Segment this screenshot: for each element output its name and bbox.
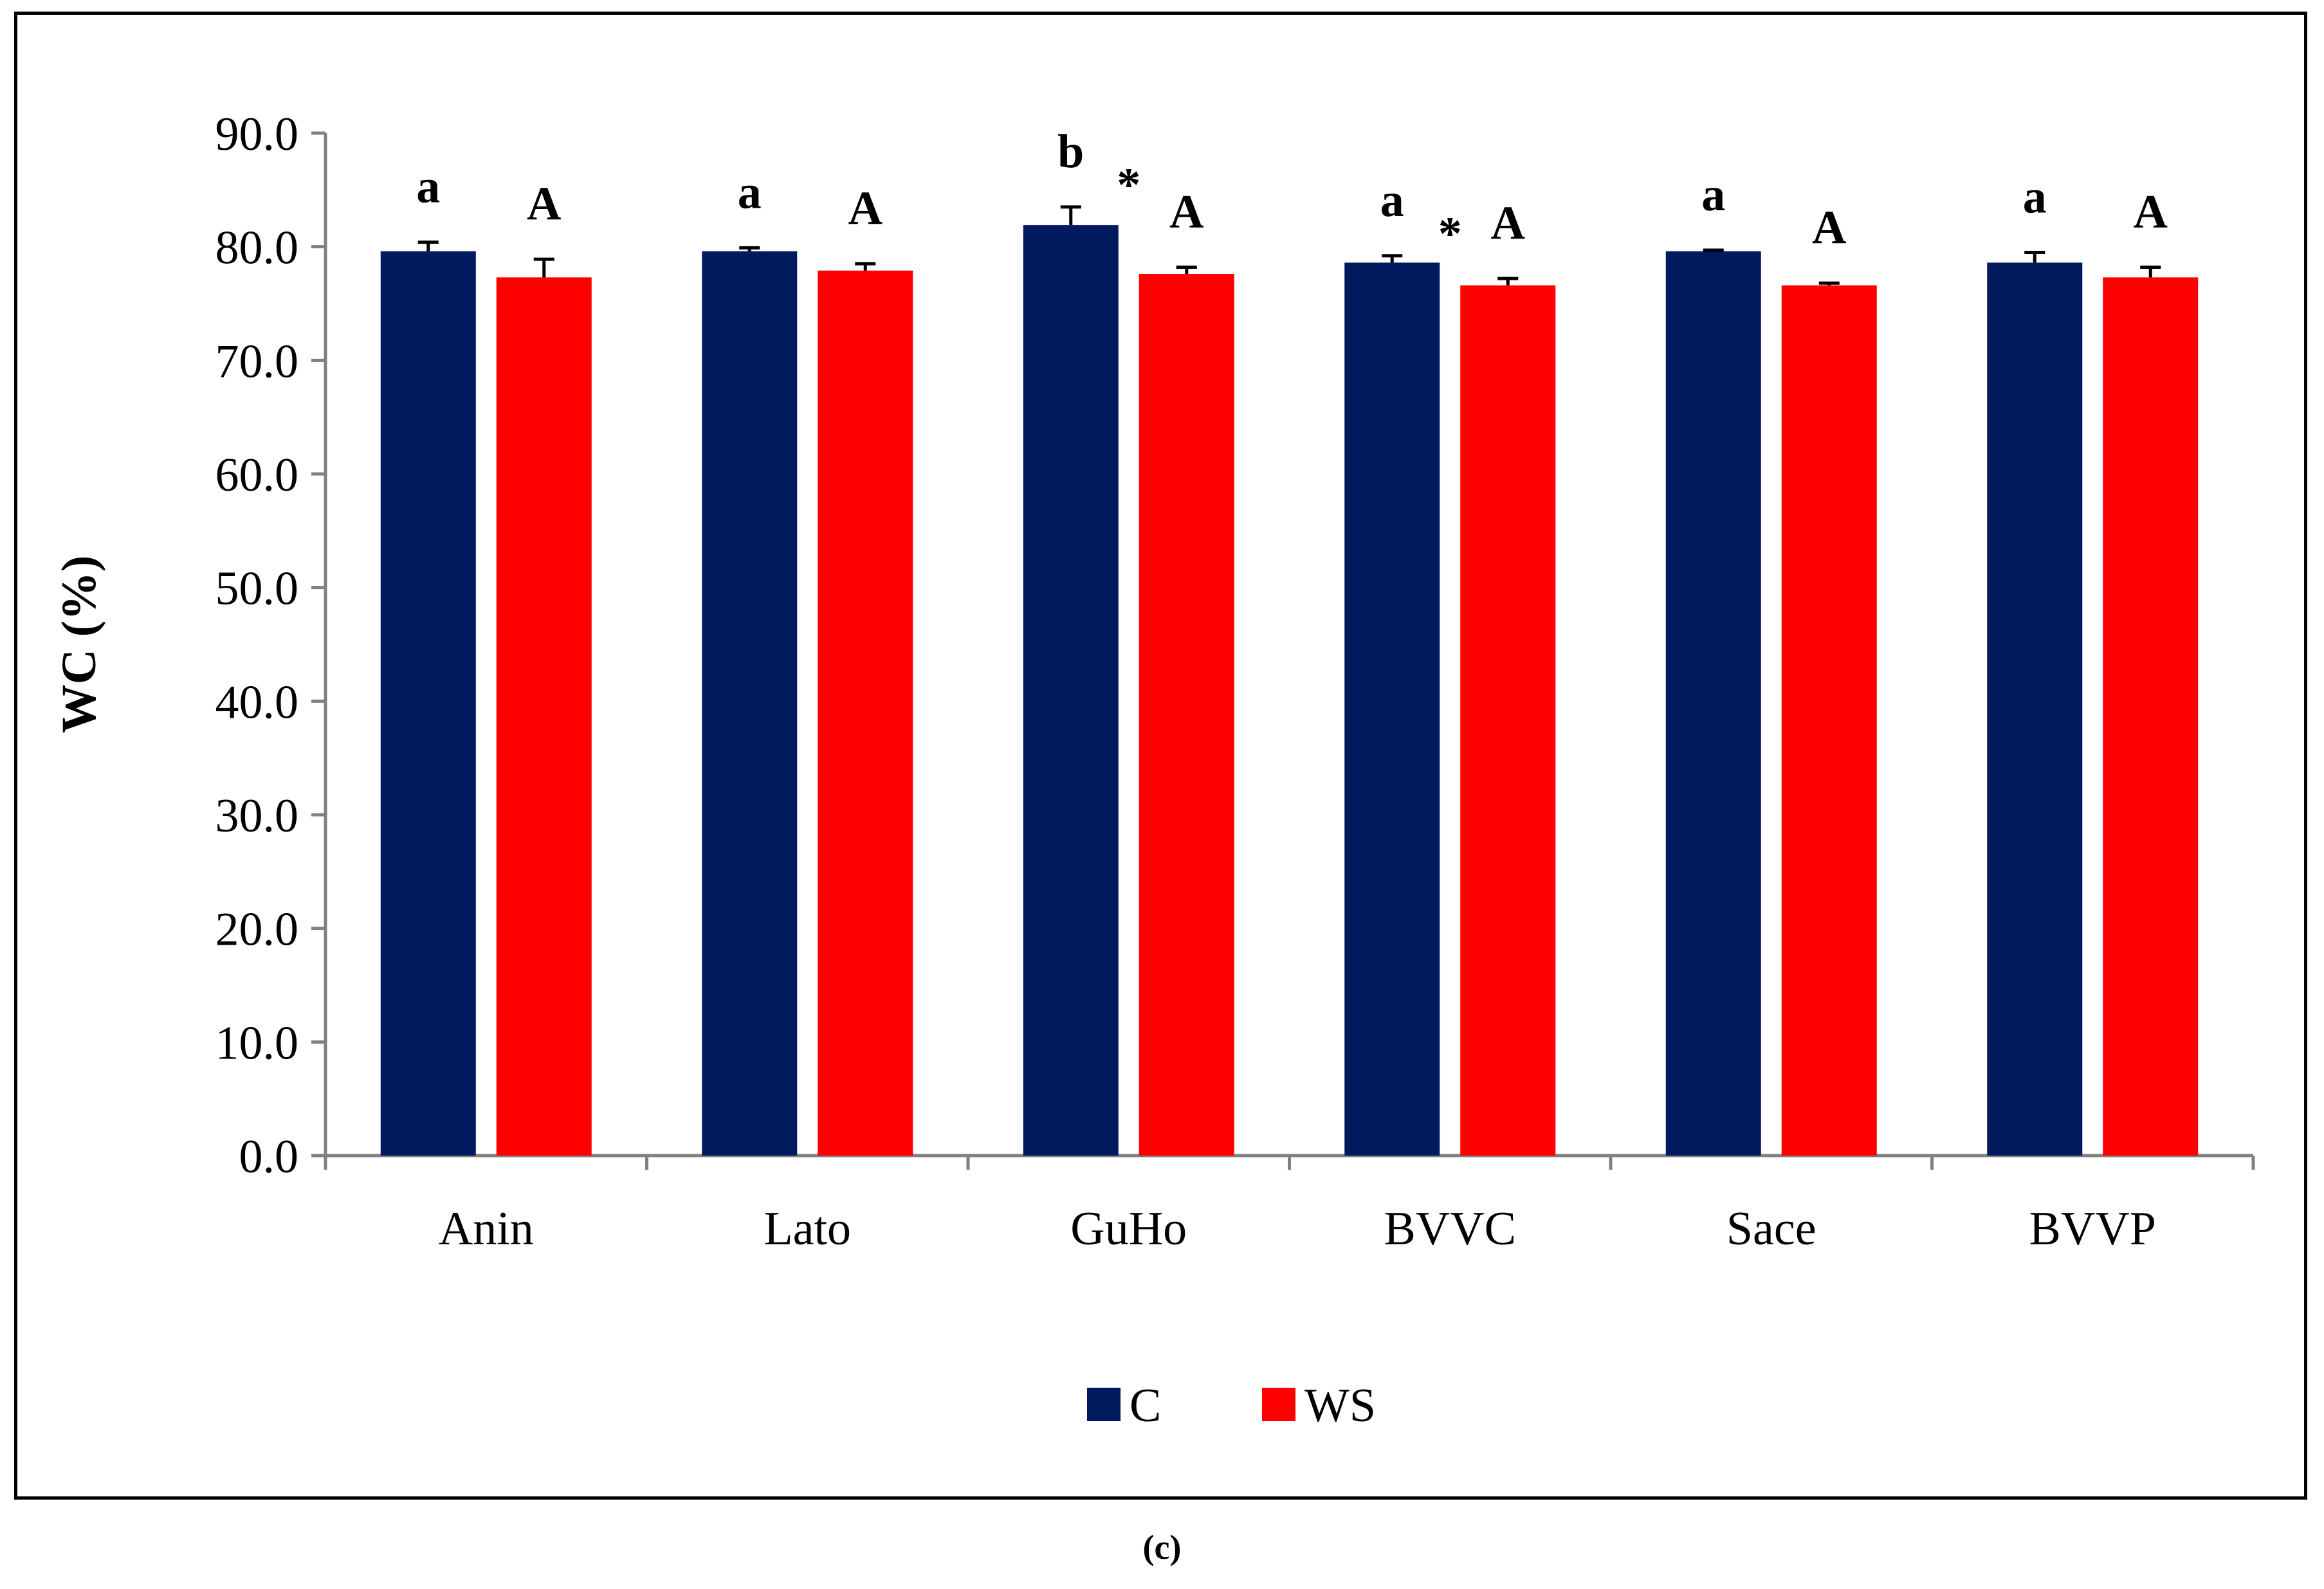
y-tick-label: 80.0: [215, 222, 299, 275]
bar-c-lato: [702, 251, 798, 1156]
legend: C WS: [1087, 1379, 1376, 1432]
x-tick-label: Anin: [439, 1203, 534, 1255]
y-tick-label: 90.0: [215, 108, 299, 161]
significance-letter: A: [1812, 201, 1846, 254]
bars: [380, 205, 2199, 1156]
legend-label-c: C: [1130, 1379, 1161, 1432]
y-axis-title: WC (%): [52, 556, 106, 734]
labels: a A Anin a A Lato b A GuHo a A BVVC a A Sace a A BVVP * *: [416, 125, 2168, 1255]
y-tick-label: 70.0: [215, 335, 299, 388]
bar-ws-bvvc: [1460, 285, 1556, 1156]
significance-letter: b: [1057, 125, 1084, 178]
significance-letter: a: [416, 161, 440, 213]
y-tick-label: 0.0: [239, 1130, 299, 1183]
significance-letter: A: [2134, 185, 2168, 238]
y-tick-label: 20.0: [215, 903, 299, 956]
legend-swatch-ws: [1262, 1388, 1295, 1421]
x-tick-label: BVVP: [2029, 1203, 2156, 1255]
y-tick-label: 60.0: [215, 449, 299, 502]
legend-swatch-c: [1087, 1388, 1121, 1421]
x-tick-label: Lato: [764, 1203, 851, 1255]
significance-letter: A: [1491, 197, 1525, 250]
axes: 0.0 10.0 20.0 30.0 40.0 50.0 60.0 70.0 80.0 90.0 W…: [52, 108, 2255, 1183]
panel-label: (c): [1142, 1528, 1182, 1566]
significance-letter: a: [1380, 174, 1404, 227]
significance-letter: A: [1169, 185, 1203, 238]
significance-letter: a: [1701, 168, 1725, 221]
significance-letter: a: [2023, 171, 2047, 224]
chart-frame: [14, 12, 2307, 1500]
bar-ws-bvvp: [2103, 277, 2199, 1156]
bar-c-bvvc: [1344, 262, 1440, 1156]
bar-ws-sace: [1781, 285, 1877, 1156]
bar-ws-guho: [1139, 274, 1234, 1156]
x-tick-label: Sace: [1726, 1203, 1816, 1255]
bar-c-anin: [380, 251, 476, 1156]
x-tick-label: BVVC: [1384, 1203, 1516, 1255]
significance-asterisk: *: [1117, 159, 1140, 212]
y-tick-label: 40.0: [215, 676, 299, 729]
legend-label-ws: WS: [1304, 1379, 1376, 1432]
bar-c-sace: [1665, 251, 1761, 1156]
bar-c-bvvp: [1987, 262, 2083, 1156]
significance-asterisk: *: [1438, 208, 1462, 260]
significance-letter: A: [527, 177, 561, 230]
x-tick-label: GuHo: [1070, 1203, 1187, 1255]
significance-letter: a: [738, 166, 762, 219]
y-tick-label: 30.0: [215, 790, 299, 842]
bar-ws-anin: [496, 277, 592, 1156]
significance-letter: A: [848, 182, 883, 235]
y-tick-label: 10.0: [215, 1017, 299, 1069]
y-tick-label: 50.0: [215, 563, 299, 615]
bar-ws-lato: [818, 270, 913, 1156]
bar-c-guho: [1023, 225, 1119, 1156]
